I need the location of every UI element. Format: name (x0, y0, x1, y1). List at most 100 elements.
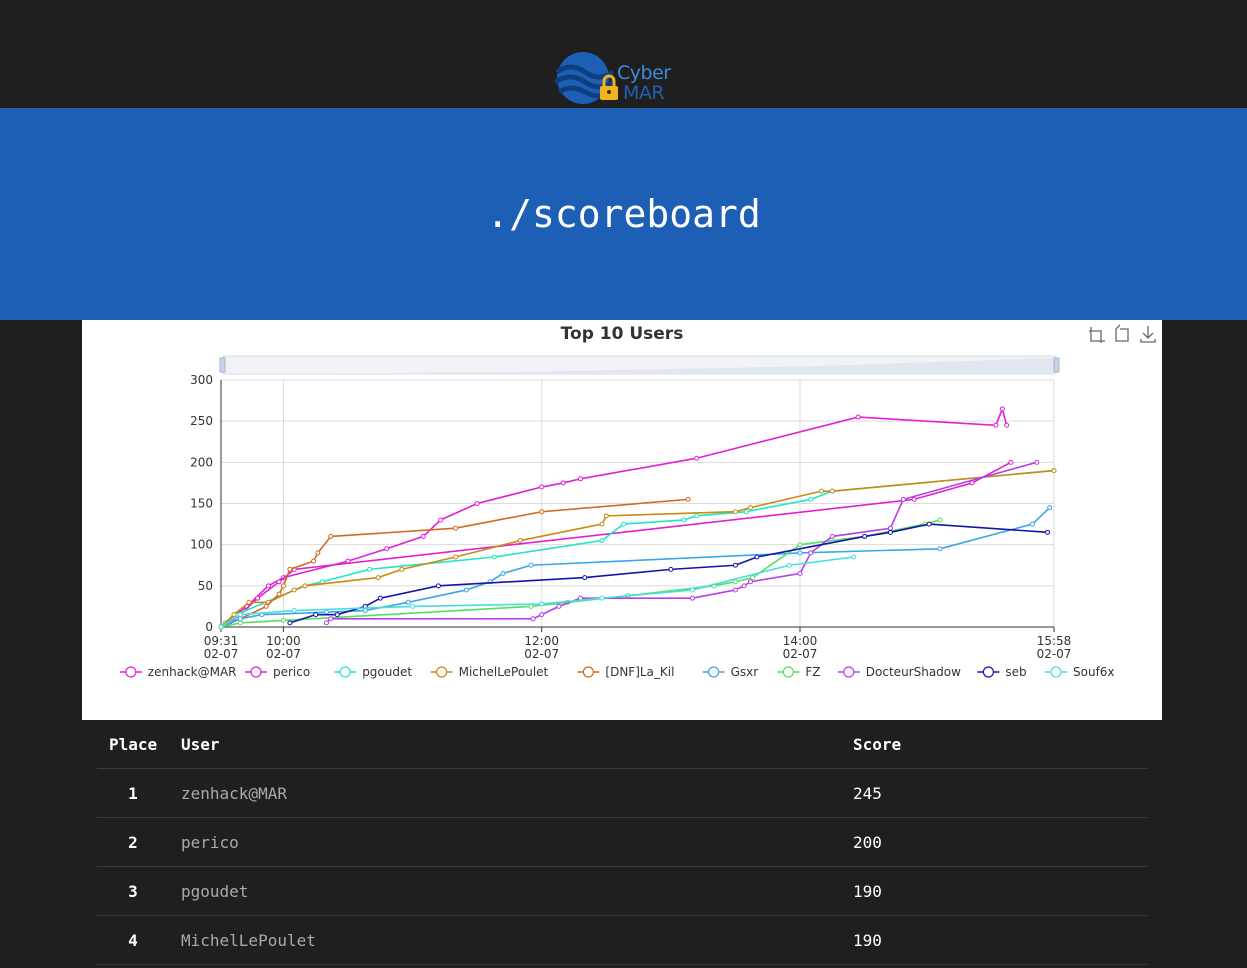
data-point[interactable] (280, 583, 286, 589)
data-point[interactable] (887, 525, 893, 531)
data-point[interactable] (474, 501, 480, 506)
data-point[interactable] (599, 538, 605, 544)
data-point[interactable] (280, 617, 286, 623)
data-point[interactable] (539, 484, 545, 490)
data-point[interactable] (556, 603, 562, 609)
data-point[interactable] (528, 562, 534, 568)
data-point[interactable] (328, 616, 334, 622)
data-point[interactable] (599, 595, 605, 601)
data-point[interactable] (926, 521, 932, 527)
data-point[interactable] (453, 525, 459, 531)
data-point[interactable] (530, 616, 536, 622)
data-point[interactable] (1045, 529, 1051, 535)
data-point[interactable] (689, 587, 695, 593)
data-point[interactable] (323, 620, 329, 626)
data-point[interactable] (334, 612, 340, 618)
data-point[interactable] (937, 546, 943, 552)
zoom-slider-handle-left[interactable] (219, 357, 226, 373)
data-point[interactable] (313, 612, 319, 618)
legend-item[interactable]: zenhack@MAR (119, 665, 237, 679)
data-point[interactable] (237, 612, 243, 618)
cybermar-logo[interactable]: Cyber MAR (553, 52, 675, 104)
data-point[interactable] (743, 509, 749, 515)
legend-item[interactable]: MichelLePoulet (430, 665, 549, 679)
restore-icon[interactable] (1115, 324, 1129, 342)
zoom-slider-handle-right[interactable] (1053, 357, 1060, 373)
data-point[interactable] (1029, 521, 1035, 527)
data-point[interactable] (754, 554, 760, 560)
data-point[interactable] (797, 542, 803, 548)
data-point[interactable] (851, 554, 857, 560)
data-point[interactable] (808, 550, 814, 556)
data-point[interactable] (291, 587, 297, 593)
data-point[interactable] (862, 533, 868, 539)
data-point[interactable] (603, 513, 609, 519)
data-point[interactable] (399, 566, 405, 572)
data-point[interactable] (694, 455, 700, 461)
legend-item[interactable]: perico (245, 665, 310, 679)
data-point[interactable] (438, 517, 444, 523)
legend-item[interactable]: DocteurShadow (837, 665, 961, 679)
data-point[interactable] (797, 570, 803, 576)
data-point[interactable] (410, 603, 416, 609)
data-point[interactable] (969, 480, 975, 486)
data-point[interactable] (750, 575, 756, 581)
data-point[interactable] (1008, 459, 1014, 465)
data-point[interactable] (599, 521, 605, 527)
data-point[interactable] (276, 591, 282, 597)
data-point[interactable] (748, 579, 754, 585)
data-point[interactable] (265, 583, 271, 589)
data-point[interactable] (1051, 468, 1057, 474)
data-point[interactable] (328, 533, 334, 539)
row-user-link[interactable]: pgoudet (181, 882, 249, 901)
legend-item[interactable]: FZ (777, 665, 821, 679)
data-point[interactable] (287, 620, 293, 626)
data-point[interactable] (237, 620, 243, 626)
data-point[interactable] (367, 566, 373, 572)
legend-item[interactable]: Souf6x (1045, 665, 1115, 679)
data-point[interactable] (741, 583, 747, 589)
data-point[interactable] (582, 575, 588, 581)
data-point[interactable] (887, 529, 893, 535)
data-point[interactable] (384, 546, 390, 552)
data-point[interactable] (621, 521, 627, 527)
data-point[interactable] (808, 496, 814, 502)
data-point[interactable] (539, 601, 545, 607)
data-point[interactable] (302, 583, 308, 589)
data-point[interactable] (323, 609, 329, 615)
legend-item[interactable]: [DNF]La_Kil (577, 665, 674, 679)
legend-item[interactable]: Gsxr (702, 665, 759, 679)
data-point[interactable] (287, 566, 293, 572)
data-point[interactable] (1047, 505, 1053, 511)
data-point[interactable] (1004, 422, 1010, 428)
data-point[interactable] (732, 562, 738, 568)
data-point[interactable] (732, 509, 738, 515)
data-point[interactable] (435, 583, 441, 589)
data-point[interactable] (999, 406, 1005, 412)
data-point[interactable] (819, 488, 825, 494)
data-point[interactable] (689, 595, 695, 601)
data-point[interactable] (797, 550, 803, 556)
data-point[interactable] (237, 616, 243, 622)
data-point[interactable] (694, 513, 700, 519)
data-point[interactable] (786, 562, 792, 568)
data-point[interactable] (375, 575, 381, 581)
data-point[interactable] (685, 496, 691, 502)
data-point[interactable] (377, 595, 383, 601)
data-point[interactable] (405, 599, 411, 605)
data-point[interactable] (937, 517, 943, 523)
data-point[interactable] (993, 422, 999, 428)
data-point[interactable] (539, 509, 545, 515)
row-user-link[interactable]: MichelLePoulet (181, 931, 316, 950)
data-point[interactable] (491, 554, 497, 560)
legend-item[interactable]: pgoudet (334, 665, 412, 679)
download-icon[interactable] (1140, 326, 1156, 343)
data-point[interactable] (732, 587, 738, 593)
data-point[interactable] (263, 603, 269, 609)
data-point[interactable] (315, 550, 321, 556)
zoom-icon[interactable] (1089, 327, 1105, 343)
data-point[interactable] (911, 496, 917, 502)
data-point[interactable] (231, 612, 237, 618)
data-point[interactable] (855, 414, 861, 420)
data-point[interactable] (453, 554, 459, 560)
